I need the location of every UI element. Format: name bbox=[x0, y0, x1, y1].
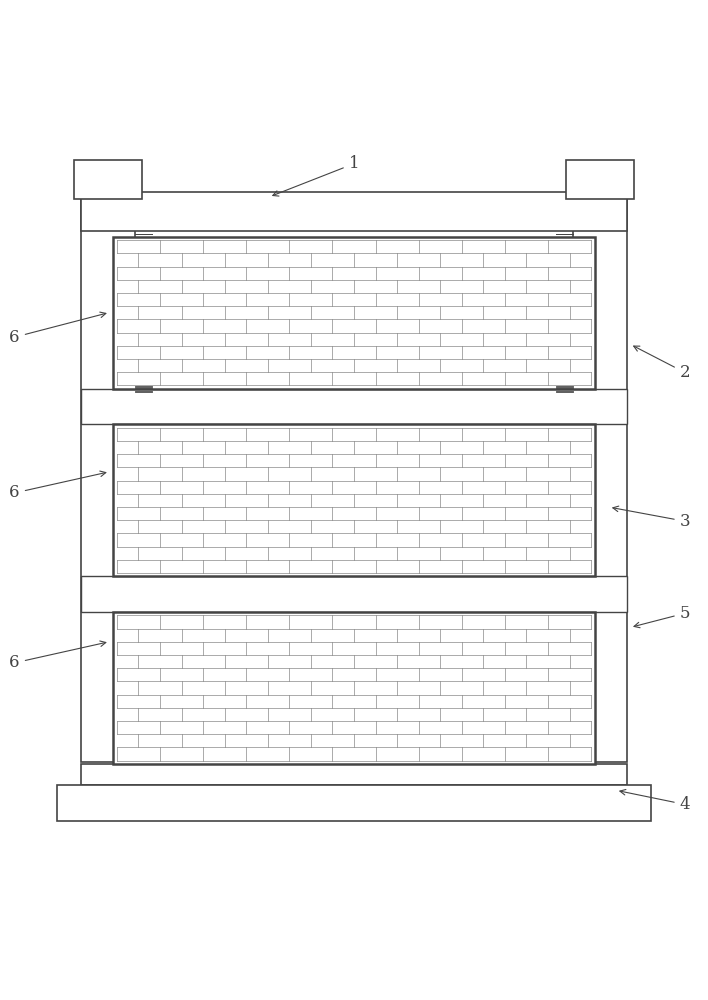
Bar bbox=[81, 199, 135, 762]
Bar bbox=[57, 785, 651, 821]
Text: 4: 4 bbox=[620, 789, 690, 813]
Bar bbox=[113, 612, 595, 764]
Bar bbox=[113, 424, 595, 576]
Bar bbox=[81, 764, 627, 785]
Text: 1: 1 bbox=[273, 155, 360, 196]
Bar bbox=[74, 160, 142, 199]
Bar bbox=[573, 199, 627, 762]
Text: 6: 6 bbox=[9, 471, 105, 501]
Text: 3: 3 bbox=[613, 506, 690, 530]
Text: 2: 2 bbox=[634, 346, 690, 381]
Bar bbox=[113, 237, 595, 389]
Bar bbox=[81, 192, 627, 231]
Bar bbox=[566, 160, 634, 199]
Bar bbox=[81, 389, 627, 424]
Text: 6: 6 bbox=[9, 312, 106, 346]
Bar bbox=[81, 576, 627, 612]
Text: 5: 5 bbox=[634, 605, 690, 628]
Text: 6: 6 bbox=[9, 641, 105, 671]
